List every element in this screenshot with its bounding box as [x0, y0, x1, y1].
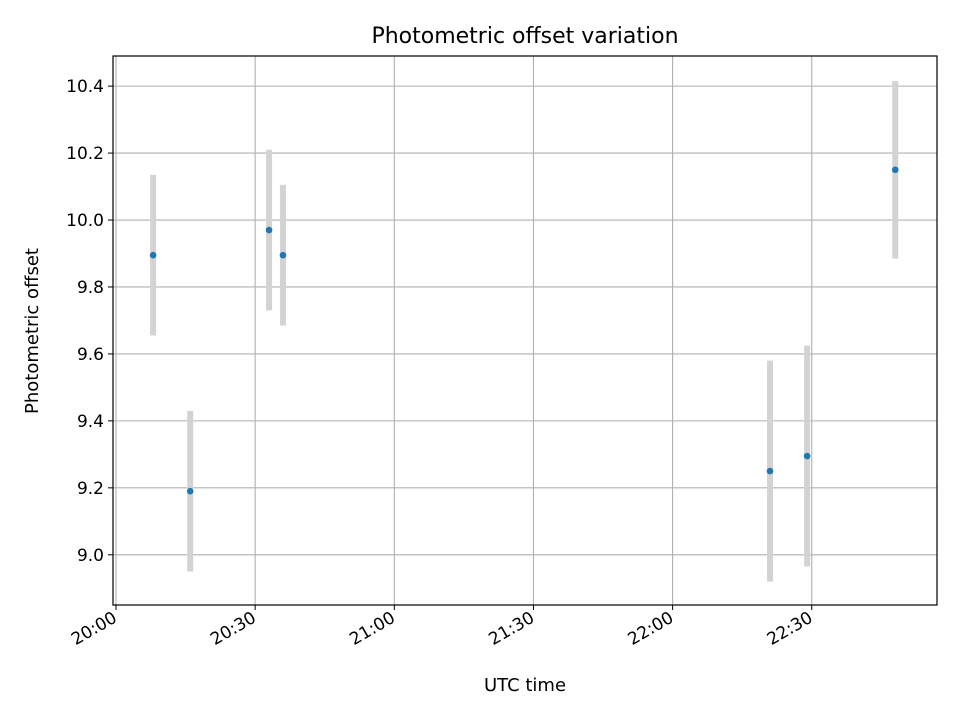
data-point [803, 452, 811, 460]
data-points [149, 166, 899, 495]
data-point [265, 226, 273, 234]
y-axis-label: Photometric offset [22, 248, 43, 414]
grid [113, 56, 937, 605]
chart-title: Photometric offset variation [371, 24, 678, 49]
y-tick-label: 9.2 [77, 479, 104, 499]
y-tick-label: 9.6 [77, 345, 104, 365]
x-axis-label: UTC time [484, 675, 566, 696]
data-point [891, 166, 899, 174]
y-tick-label: 10.2 [66, 144, 104, 164]
y-tick-label: 9.0 [77, 546, 104, 566]
y-tick-label: 10.0 [66, 211, 104, 231]
data-point [149, 251, 157, 259]
y-tick-label: 9.4 [77, 412, 104, 432]
data-point [766, 467, 774, 475]
y-tick-label: 10.4 [66, 77, 104, 97]
plot-area [113, 56, 937, 605]
data-point [279, 251, 287, 259]
y-tick-label: 9.8 [77, 278, 104, 298]
data-point [186, 487, 194, 495]
plot-frame [112, 55, 938, 606]
